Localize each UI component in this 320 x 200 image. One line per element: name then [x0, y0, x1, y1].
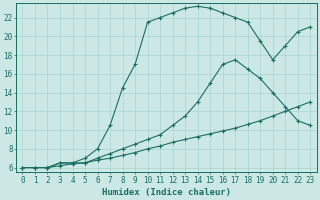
X-axis label: Humidex (Indice chaleur): Humidex (Indice chaleur) — [102, 188, 231, 197]
